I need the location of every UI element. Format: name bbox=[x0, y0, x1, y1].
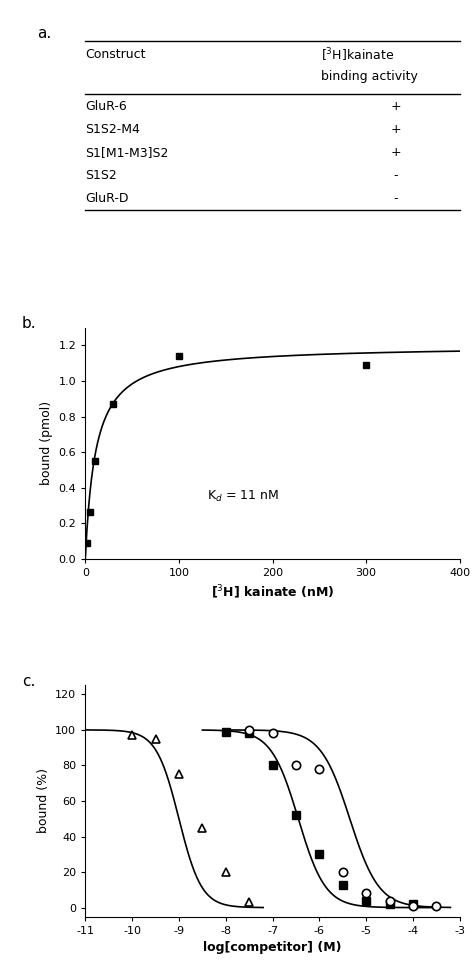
Text: Construct: Construct bbox=[85, 48, 146, 61]
Text: +: + bbox=[391, 99, 401, 113]
Text: -: - bbox=[394, 192, 398, 206]
Text: S1S2-M4: S1S2-M4 bbox=[85, 123, 140, 136]
Text: GluR-D: GluR-D bbox=[85, 192, 129, 206]
X-axis label: log[competitor] (M): log[competitor] (M) bbox=[203, 941, 342, 955]
Y-axis label: bound (%): bound (%) bbox=[36, 768, 50, 834]
Y-axis label: bound (pmol): bound (pmol) bbox=[40, 401, 53, 486]
Text: -: - bbox=[394, 169, 398, 182]
Text: [$^3$H]kainate: [$^3$H]kainate bbox=[321, 47, 394, 64]
Text: c.: c. bbox=[22, 674, 35, 689]
X-axis label: [$^3$H] kainate (nM): [$^3$H] kainate (nM) bbox=[211, 583, 334, 601]
Text: +: + bbox=[391, 123, 401, 136]
Text: a.: a. bbox=[36, 25, 51, 41]
Text: S1S2: S1S2 bbox=[85, 169, 117, 182]
Text: b.: b. bbox=[22, 316, 36, 332]
Text: GluR-6: GluR-6 bbox=[85, 99, 127, 113]
Text: binding activity: binding activity bbox=[321, 70, 418, 84]
Text: S1[M1-M3]S2: S1[M1-M3]S2 bbox=[85, 146, 169, 159]
Text: K$_d$ = 11 nM: K$_d$ = 11 nM bbox=[207, 489, 279, 504]
Text: +: + bbox=[391, 146, 401, 159]
